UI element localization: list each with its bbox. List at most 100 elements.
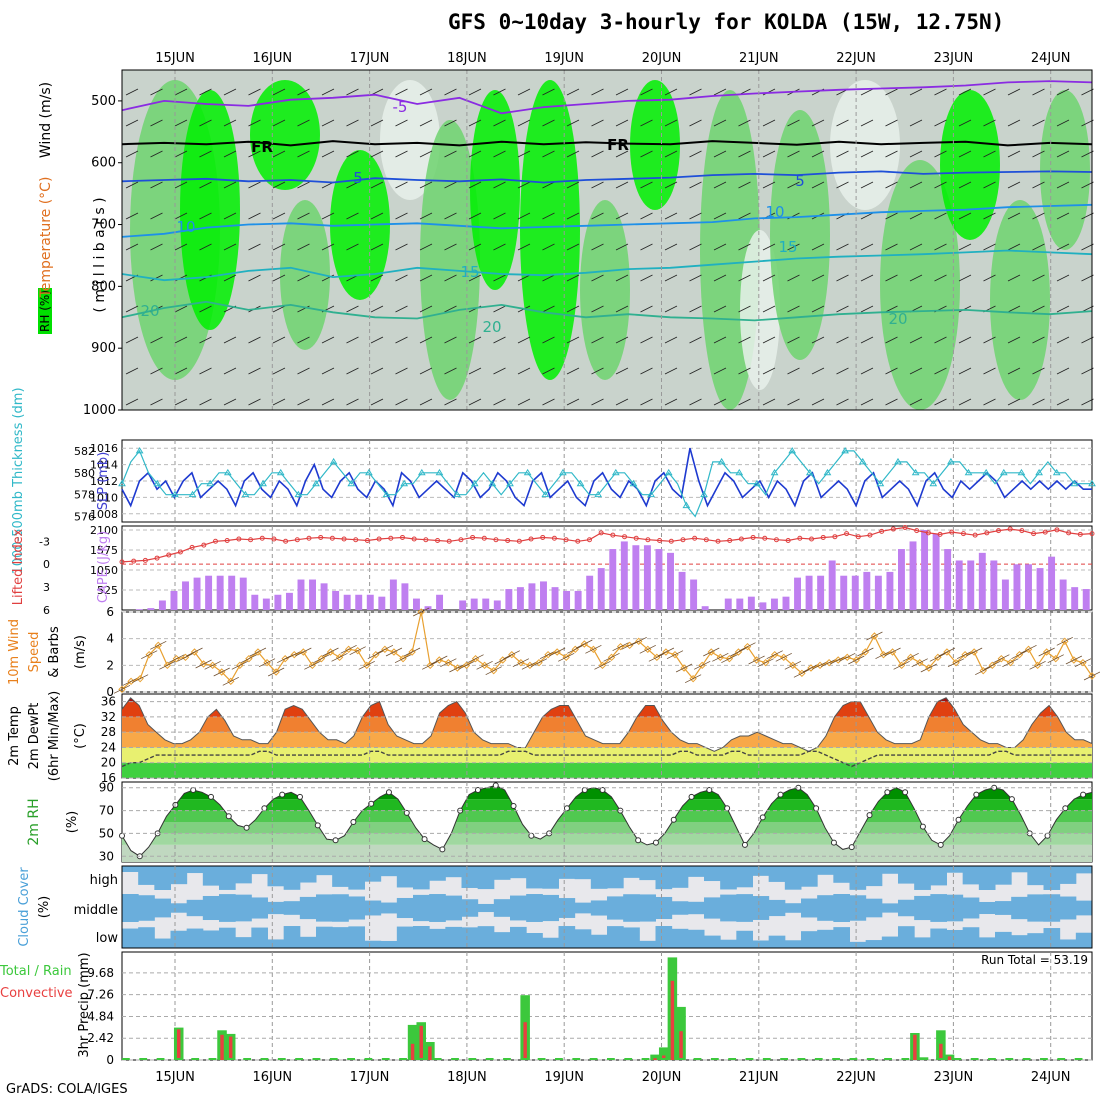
wind-barb (836, 150, 849, 158)
cloud-low (574, 929, 592, 948)
wind-barb (615, 243, 629, 251)
precip-trace (884, 1058, 892, 1060)
precip-trace (866, 1058, 875, 1060)
cape-bar (459, 600, 467, 610)
day-label-top: 18JUN (447, 51, 487, 66)
rh-marker (510, 803, 517, 809)
li-marker (119, 559, 125, 565)
cloud-middle (995, 901, 1012, 915)
wind-barb (542, 367, 555, 375)
temp-tick: 28 (101, 725, 116, 739)
wind-barb (566, 305, 580, 313)
wind-barb (811, 119, 825, 127)
wind-barb (591, 274, 604, 282)
cape-bar (863, 571, 871, 610)
rh-marker (279, 791, 286, 798)
wind-barb (346, 212, 359, 220)
precip-tick: 0 (106, 1053, 114, 1067)
li-marker (516, 538, 522, 544)
li-marker (809, 536, 815, 542)
wind-barb (493, 305, 506, 313)
wind-barb (909, 88, 923, 96)
precip-convective-bar (410, 1043, 415, 1060)
cape-bar (205, 575, 213, 610)
cape-bar (978, 552, 986, 610)
wind-barb (860, 181, 874, 189)
precip-trace (988, 1058, 996, 1060)
precip-trace (503, 1058, 511, 1060)
rh-shading (940, 90, 1000, 240)
wind-barb (689, 367, 702, 375)
wind-barb (493, 336, 506, 344)
cloud-low (849, 941, 867, 948)
cloud-low (704, 935, 721, 948)
precip-trace (208, 1058, 217, 1060)
wind-barb (1007, 367, 1021, 375)
wind-barb (885, 367, 898, 375)
wind-barb-10m (494, 655, 511, 665)
li-marker (937, 531, 943, 537)
li-marker (470, 534, 476, 540)
precip-trace (329, 1058, 338, 1060)
li-marker (341, 536, 347, 542)
cape-bar (817, 575, 825, 610)
wind-barb (150, 212, 163, 220)
wind-barb (321, 398, 335, 406)
wind-barb (419, 243, 433, 251)
precip-trace (814, 1058, 823, 1060)
wind-barb-10m (712, 653, 729, 662)
cloud-middle (477, 903, 495, 913)
cloud-low (461, 927, 479, 948)
thickness-marker (735, 468, 744, 476)
li-marker (750, 534, 756, 540)
thickness-marker (929, 479, 938, 487)
wind-barb (983, 119, 996, 127)
thickness-marker (823, 468, 832, 476)
li-marker (493, 537, 499, 543)
wind-barb (885, 398, 898, 406)
rh-marker (670, 816, 677, 823)
temp-contour-20 (121, 300, 1093, 322)
wind-barb (934, 243, 947, 251)
li-marker (248, 537, 254, 543)
rh-band (122, 799, 1092, 811)
thickness-marker (876, 479, 885, 487)
wind-barb (321, 243, 335, 251)
cloud-low (235, 937, 252, 948)
cloud-high (154, 866, 171, 890)
day-label-bottom: 22JUN (836, 1070, 876, 1085)
rh-shading (830, 80, 900, 210)
wind-barb-10m (213, 667, 230, 677)
rh-marker (635, 837, 642, 844)
rh-shading (420, 120, 480, 400)
wind-barb-10m (784, 661, 801, 670)
wind-barb (199, 243, 212, 251)
wind-barb (787, 336, 800, 344)
precip-convective-bar (228, 1036, 233, 1060)
wind-barb (762, 243, 776, 251)
rh-marker (439, 846, 446, 853)
slp-tick: 1012 (90, 475, 118, 488)
wind-barb (713, 367, 727, 375)
contour-label: 20 (888, 310, 907, 328)
day-label-bottom: 17JUN (350, 1070, 390, 1085)
li-marker (797, 535, 803, 541)
cloud-low (623, 927, 640, 948)
rh-marker (243, 824, 250, 831)
wind-barb (493, 367, 506, 375)
wind-barb (444, 119, 457, 127)
wind-barb (983, 336, 996, 344)
cloud-high (364, 866, 382, 882)
wind-barb (811, 305, 825, 313)
day-label-bottom: 23JUN (934, 1070, 974, 1085)
li-marker (283, 538, 289, 544)
precip-convective-bar (661, 1055, 666, 1060)
li-marker (166, 552, 172, 558)
wind-barb (370, 336, 384, 344)
wind-barb-10m (159, 661, 176, 670)
wind-barb (836, 305, 849, 313)
cloud-middle (283, 901, 301, 915)
cloud-middle (493, 899, 511, 917)
wind-barb (248, 367, 261, 375)
rh-band (122, 844, 1092, 862)
